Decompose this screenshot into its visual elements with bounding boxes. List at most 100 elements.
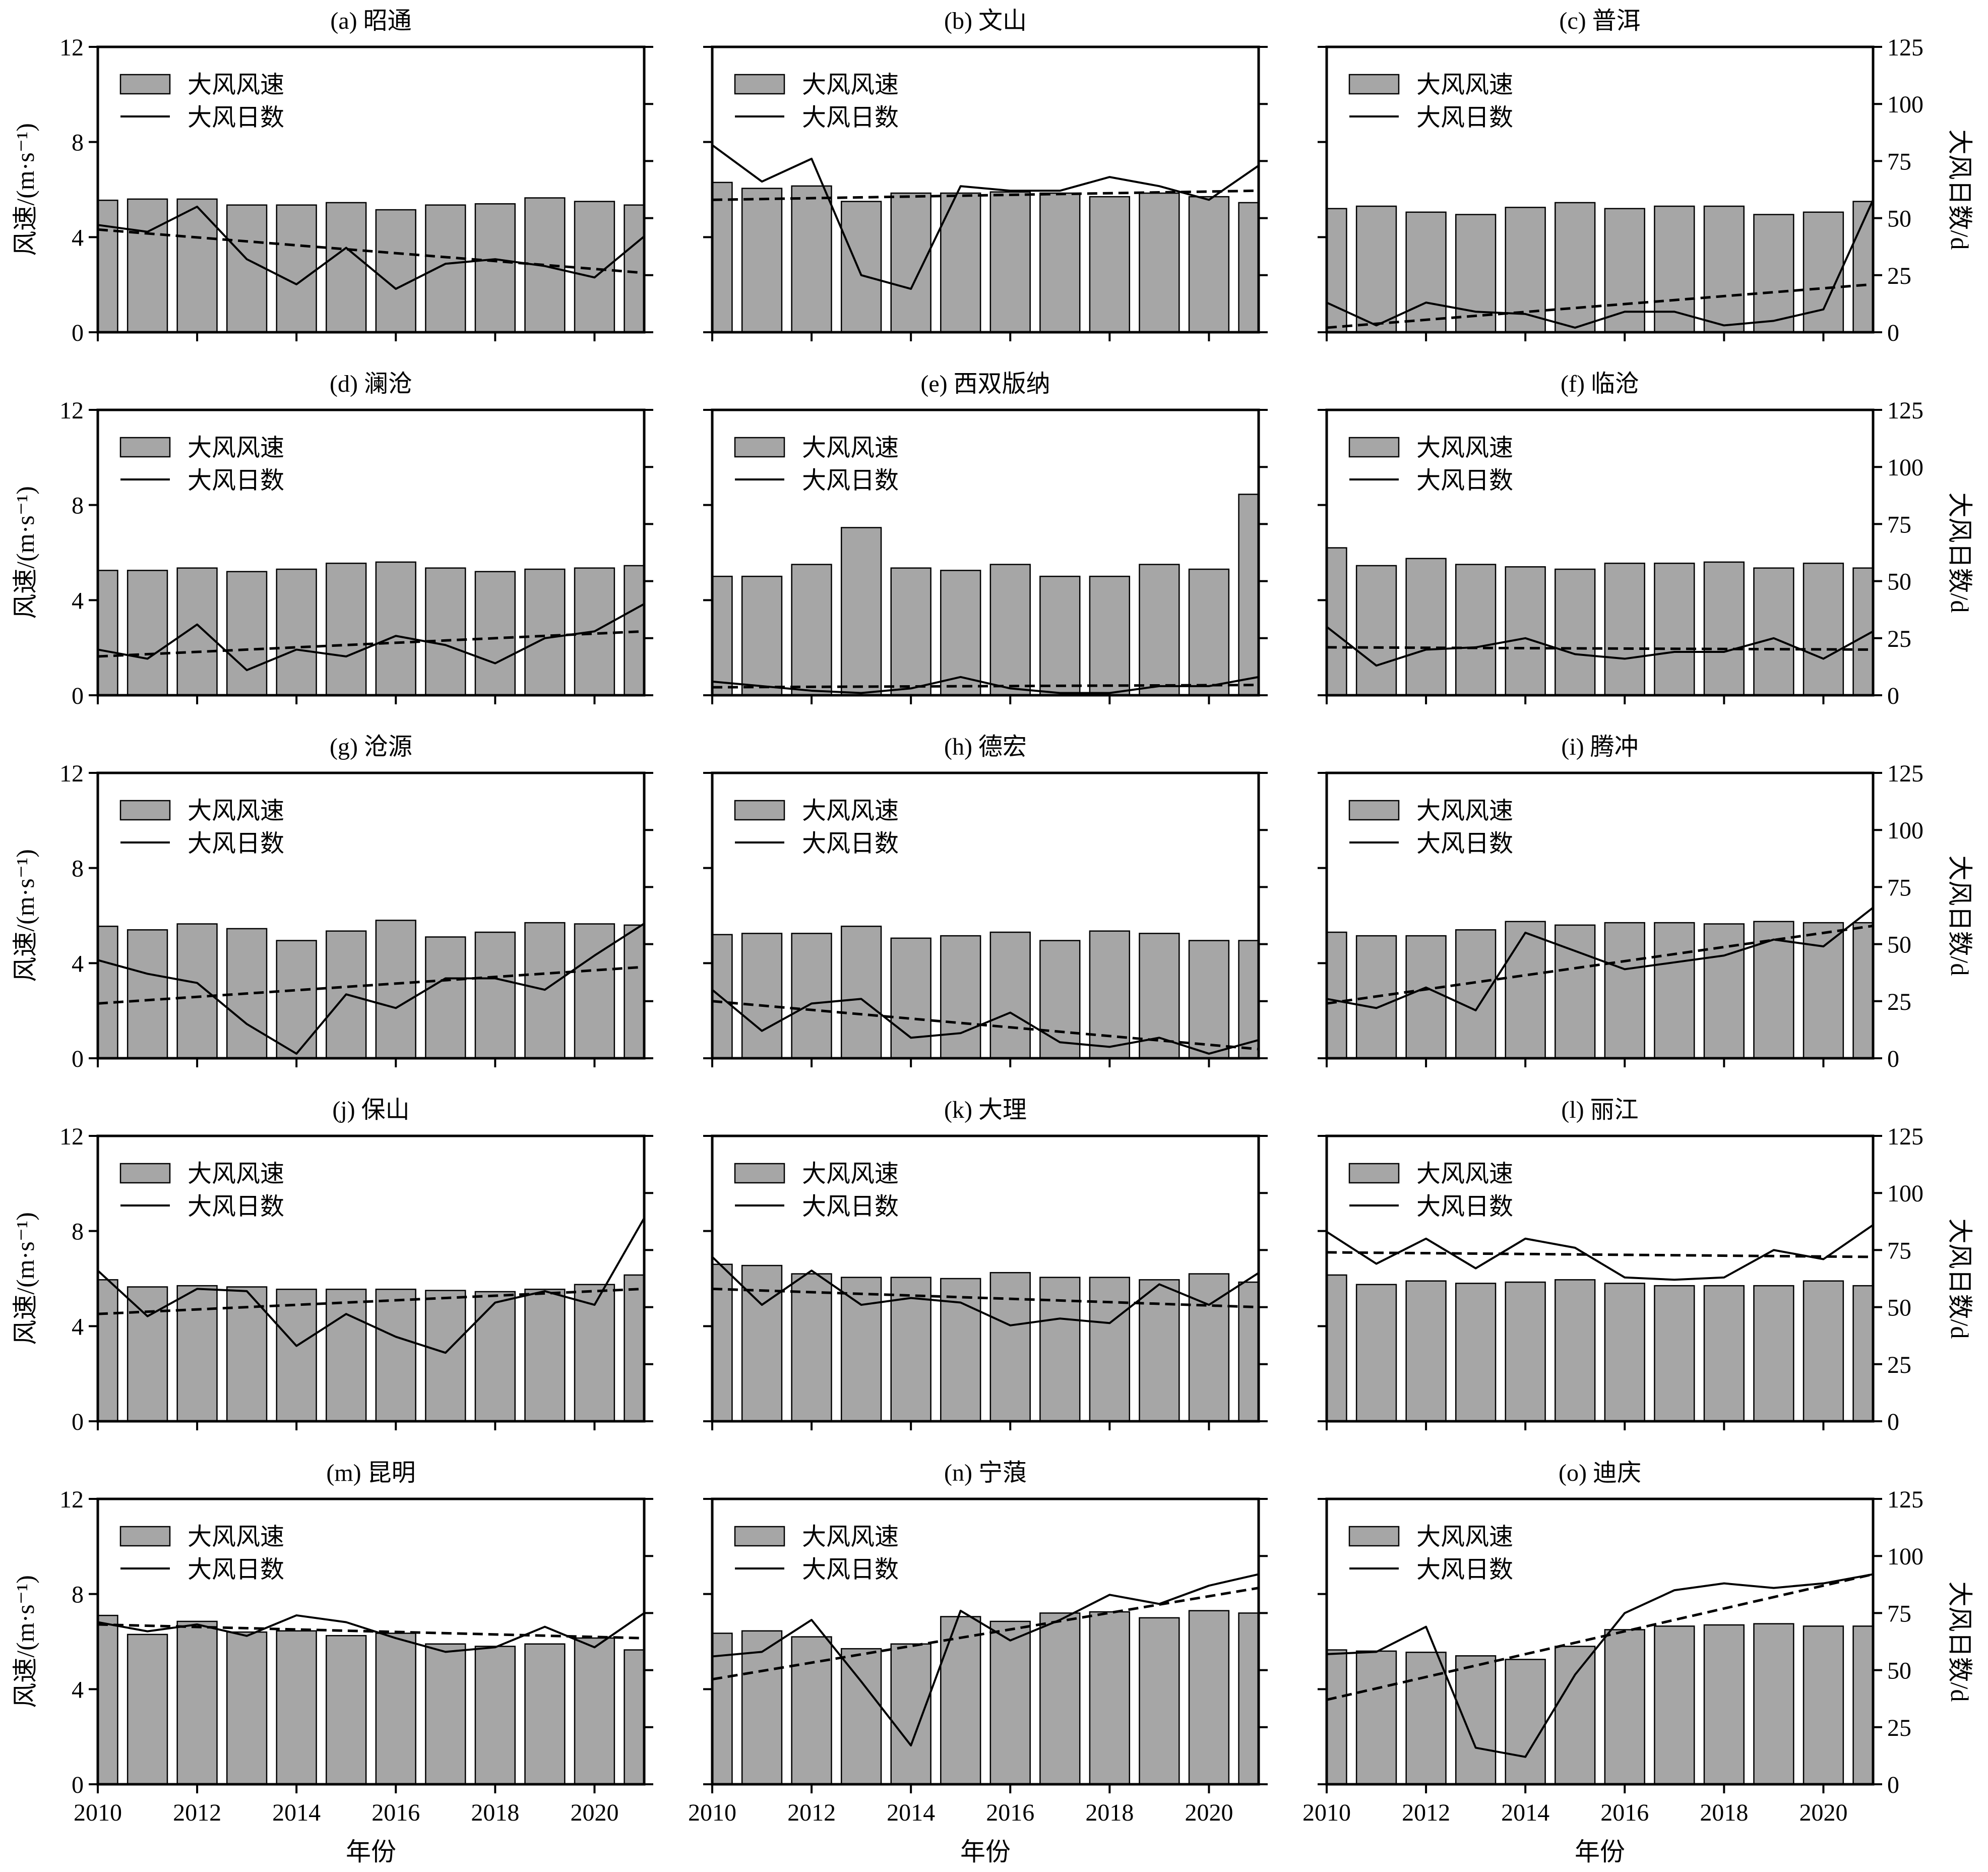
wind-speed-bar-2012 xyxy=(176,567,218,695)
plot-frame xyxy=(1325,771,1875,1060)
gale-days-trend-line xyxy=(1326,924,1874,1005)
left-tick-label: 4 xyxy=(72,224,84,251)
legend-bar-swatch xyxy=(734,437,785,458)
panel-title: (g) 沧源 xyxy=(330,734,412,760)
right-tick-label: 100 xyxy=(1887,454,1923,481)
wind-speed-bar-2019 xyxy=(524,1643,566,1784)
wind-speed-bar-2021 xyxy=(1852,1625,1873,1784)
gale-days-trend-line xyxy=(712,1287,1259,1309)
wind-speed-bar-2015 xyxy=(326,202,367,332)
plot-frame xyxy=(1325,45,1875,334)
wind-speed-bar-2020 xyxy=(1803,211,1844,332)
legend-label-wind-speed: 大风风速 xyxy=(802,1524,899,1550)
x-axis-label: 年份 xyxy=(346,1838,396,1866)
panel-title: (f) 临沧 xyxy=(1561,371,1639,397)
gale-days-trend-line xyxy=(1326,283,1874,329)
x-axis-label: 年份 xyxy=(960,1838,1011,1866)
legend-label-wind-speed: 大风风速 xyxy=(1416,1161,1513,1187)
panel-title: (h) 德宏 xyxy=(944,734,1027,760)
panel-title: (o) 迪庆 xyxy=(1559,1460,1641,1486)
wind-speed-bar-2012 xyxy=(1405,1280,1447,1421)
right-tick-label: 25 xyxy=(1887,1352,1911,1378)
wind-speed-bar-2010 xyxy=(712,575,733,695)
wind-speed-bar-2018 xyxy=(474,571,516,695)
right-tick-label: 125 xyxy=(1887,1486,1923,1513)
plot-frame xyxy=(96,1497,646,1786)
right-tick-label: 75 xyxy=(1887,1600,1911,1627)
wind-speed-bar-2013 xyxy=(840,527,882,695)
wind-speed-bar-2016 xyxy=(375,920,416,1058)
wind-speed-bar-2017 xyxy=(425,1643,466,1784)
wind-speed-bar-2018 xyxy=(1089,575,1131,695)
left-tick-label: 0 xyxy=(72,1409,84,1435)
wind-speed-bar-2012 xyxy=(176,1620,218,1784)
gale-days-trend-line xyxy=(1326,646,1874,651)
wind-speed-bar-2016 xyxy=(1604,1629,1645,1784)
wind-speed-bar-2011 xyxy=(127,570,168,695)
wind-speed-bars xyxy=(1327,921,1873,1058)
legend-label-gale-days: 大风日数 xyxy=(188,830,284,857)
wind-speed-bar-2014 xyxy=(276,940,317,1058)
right-tick-label: 125 xyxy=(1887,1123,1923,1150)
wind-speed-bar-2010 xyxy=(98,199,118,332)
x-tick-label: 2010 xyxy=(74,1799,122,1826)
x-axis-label: 年份 xyxy=(1575,1838,1625,1866)
left-tick-label: 12 xyxy=(59,1486,84,1513)
plot-frame xyxy=(711,1497,1260,1786)
legend-label-wind-speed: 大风风速 xyxy=(188,798,284,824)
wind-speed-bar-2015 xyxy=(940,935,981,1058)
wind-speed-bar-2016 xyxy=(1604,922,1645,1058)
wind-speed-bar-2017 xyxy=(1039,1612,1081,1784)
y-axis-label-left: 风速/(m·s⁻¹) xyxy=(11,486,39,619)
wind-speed-bar-2010 xyxy=(98,925,118,1058)
wind-speed-bar-2018 xyxy=(1089,1277,1131,1421)
wind-speed-bar-2016 xyxy=(989,931,1031,1058)
plot-frame xyxy=(711,1134,1260,1423)
panel-title: (l) 丽江 xyxy=(1561,1097,1638,1123)
x-tick-label: 2012 xyxy=(1402,1799,1450,1826)
wind-speed-bar-2017 xyxy=(1654,1625,1695,1784)
wind-speed-bar-2020 xyxy=(1188,940,1230,1058)
wind-speed-bar-2019 xyxy=(1753,214,1794,332)
x-tick-label: 2010 xyxy=(688,1799,736,1826)
wind-speed-bar-2012 xyxy=(791,185,832,332)
legend-label-gale-days: 大风日数 xyxy=(1416,104,1513,131)
gale-days-line xyxy=(1326,1224,1874,1281)
right-tick-label: 50 xyxy=(1887,1658,1911,1684)
wind-speed-bar-2011 xyxy=(127,1286,168,1421)
wind-speed-bar-2018 xyxy=(1089,196,1131,332)
wind-speed-bar-2010 xyxy=(98,570,118,695)
wind-speed-bar-2020 xyxy=(1188,568,1230,695)
plot-frame xyxy=(96,45,646,334)
wind-speed-bar-2018 xyxy=(474,203,516,332)
legend-label-gale-days: 大风日数 xyxy=(802,104,899,131)
left-tick-label: 12 xyxy=(59,760,84,787)
gale-days-line xyxy=(712,1573,1259,1747)
left-tick-label: 8 xyxy=(72,1219,84,1245)
wind-speed-bar-2011 xyxy=(741,933,783,1058)
wind-speed-bar-2012 xyxy=(176,198,218,332)
wind-speed-bar-2013 xyxy=(226,204,268,332)
wind-speed-bar-2016 xyxy=(989,191,1031,332)
wind-speed-bar-2014 xyxy=(890,937,931,1058)
right-tick-label: 75 xyxy=(1887,874,1911,901)
wind-speed-bar-2013 xyxy=(840,1648,882,1784)
wind-speed-bar-2016 xyxy=(375,209,416,332)
wind-speed-bar-2013 xyxy=(226,1631,268,1784)
plot-frame xyxy=(96,771,646,1060)
legend-label-gale-days: 大风日数 xyxy=(1416,467,1513,494)
legend-bar-swatch xyxy=(119,437,171,458)
y-axis-label-right: 大风日数/d xyxy=(1946,856,1974,976)
wind-speed-bar-2016 xyxy=(989,1272,1031,1421)
wind-speed-bar-2013 xyxy=(1455,1655,1497,1784)
gale-days-trend-line xyxy=(712,1000,1259,1051)
gale-days-trend-line xyxy=(97,965,645,1005)
legend-bar-swatch xyxy=(1348,1526,1400,1547)
